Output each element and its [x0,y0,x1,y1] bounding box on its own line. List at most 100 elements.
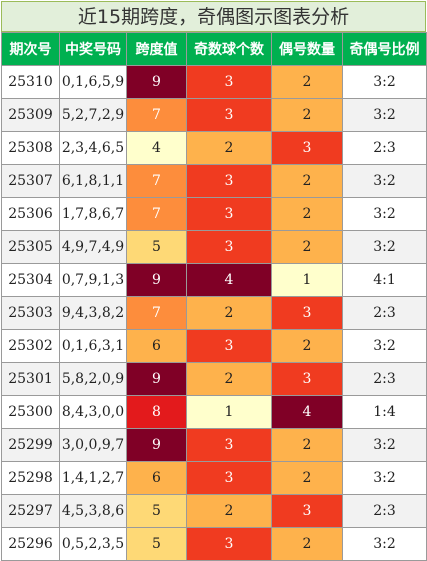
cell-even-count: 1 [271,263,343,297]
cell-odd-count: 3 [186,98,272,132]
cell-odd-count: 3 [186,527,272,561]
cell-even-count: 2 [271,197,343,231]
table-row: 25310 0,1,6,5,9 9 3 2 3:2 [1,65,427,99]
cell-odd-count: 4 [186,263,272,297]
table-row: 25308 2,3,4,6,5 4 2 3 2:3 [1,131,427,165]
cell-span: 9 [126,362,187,396]
cell-issue: 25297 [1,494,60,528]
cell-odd-count: 3 [186,164,272,198]
cell-span: 7 [126,164,187,198]
header-odd-count: 奇数球个数 [186,32,272,66]
cell-numbers: 1,7,8,6,7 [59,197,127,231]
cell-odd-count: 3 [186,197,272,231]
cell-numbers: 5,2,7,2,9 [59,98,127,132]
cell-ratio: 3:2 [342,98,427,132]
cell-span: 7 [126,296,187,330]
cell-issue: 25299 [1,428,60,462]
cell-issue: 25302 [1,329,60,363]
cell-issue: 25300 [1,395,60,429]
cell-odd-count: 2 [186,494,272,528]
cell-issue: 25298 [1,461,60,495]
cell-span: 5 [126,527,187,561]
cell-even-count: 3 [271,362,343,396]
cell-issue: 25307 [1,164,60,198]
cell-even-count: 2 [271,527,343,561]
table-row: 25303 9,4,3,8,2 7 2 3 2:3 [1,296,427,330]
header-numbers: 中奖号码 [59,32,127,66]
cell-even-count: 2 [271,428,343,462]
cell-ratio: 3:2 [342,428,427,462]
cell-span: 9 [126,428,187,462]
cell-numbers: 0,7,9,1,3 [59,263,127,297]
cell-even-count: 2 [271,461,343,495]
data-table: 期次号 中奖号码 跨度值 奇数球个数 偶号数量 奇偶号比例 25310 0,1,6… [1,32,427,561]
table-row: 25309 5,2,7,2,9 7 3 2 3:2 [1,98,427,132]
table-row: 25306 1,7,8,6,7 7 3 2 3:2 [1,197,427,231]
cell-span: 8 [126,395,187,429]
cell-numbers: 6,1,8,1,1 [59,164,127,198]
cell-even-count: 2 [271,230,343,264]
header-row: 期次号 中奖号码 跨度值 奇数球个数 偶号数量 奇偶号比例 [1,32,427,66]
table-row: 25297 4,5,3,8,6 5 2 3 2:3 [1,494,427,528]
cell-issue: 25304 [1,263,60,297]
cell-even-count: 3 [271,494,343,528]
cell-even-count: 2 [271,329,343,363]
table-row: 25301 5,8,2,0,9 9 2 3 2:3 [1,362,427,396]
cell-even-count: 2 [271,164,343,198]
cell-numbers: 3,0,0,9,7 [59,428,127,462]
header-even-count: 偶号数量 [271,32,343,66]
cell-ratio: 3:2 [342,65,427,99]
cell-span: 6 [126,461,187,495]
cell-numbers: 4,9,7,4,9 [59,230,127,264]
cell-odd-count: 3 [186,461,272,495]
cell-even-count: 4 [271,395,343,429]
cell-even-count: 2 [271,98,343,132]
table-body: 25310 0,1,6,5,9 9 3 2 3:2 25309 5,2,7,2,9 7 3 2 3:2… [1,65,427,561]
cell-issue: 25306 [1,197,60,231]
cell-issue: 25310 [1,65,60,99]
cell-even-count: 3 [271,296,343,330]
table-row: 25299 3,0,0,9,7 9 3 2 3:2 [1,428,427,462]
cell-ratio: 3:2 [342,197,427,231]
cell-odd-count: 1 [186,395,272,429]
cell-span: 9 [126,263,187,297]
cell-even-count: 2 [271,65,343,99]
cell-numbers: 9,4,3,8,2 [59,296,127,330]
cell-issue: 25305 [1,230,60,264]
cell-ratio: 3:2 [342,230,427,264]
cell-numbers: 0,5,2,3,5 [59,527,127,561]
cell-issue: 25309 [1,98,60,132]
cell-ratio: 2:3 [342,494,427,528]
cell-numbers: 5,8,2,0,9 [59,362,127,396]
cell-odd-count: 3 [186,65,272,99]
chart-title: 近15期跨度，奇偶图示图表分析 [1,1,426,32]
cell-numbers: 8,4,3,0,0 [59,395,127,429]
cell-odd-count: 2 [186,362,272,396]
cell-span: 5 [126,494,187,528]
cell-ratio: 3:2 [342,164,427,198]
cell-numbers: 2,3,4,6,5 [59,131,127,165]
cell-even-count: 3 [271,131,343,165]
cell-numbers: 1,4,1,2,7 [59,461,127,495]
cell-ratio: 4:1 [342,263,427,297]
cell-span: 7 [126,98,187,132]
cell-odd-count: 2 [186,131,272,165]
cell-ratio: 3:2 [342,329,427,363]
cell-issue: 25303 [1,296,60,330]
cell-span: 7 [126,197,187,231]
cell-span: 4 [126,131,187,165]
table-row: 25300 8,4,3,0,0 8 1 4 1:4 [1,395,427,429]
cell-ratio: 1:4 [342,395,427,429]
cell-span: 9 [126,65,187,99]
cell-ratio: 2:3 [342,131,427,165]
table-row: 25298 1,4,1,2,7 6 3 2 3:2 [1,461,427,495]
table-row: 25302 0,1,6,3,1 6 3 2 3:2 [1,329,427,363]
cell-ratio: 3:2 [342,461,427,495]
cell-issue: 25301 [1,362,60,396]
cell-odd-count: 3 [186,230,272,264]
header-issue: 期次号 [1,32,60,66]
table-row: 25304 0,7,9,1,3 9 4 1 4:1 [1,263,427,297]
cell-numbers: 0,1,6,5,9 [59,65,127,99]
cell-issue: 25296 [1,527,60,561]
